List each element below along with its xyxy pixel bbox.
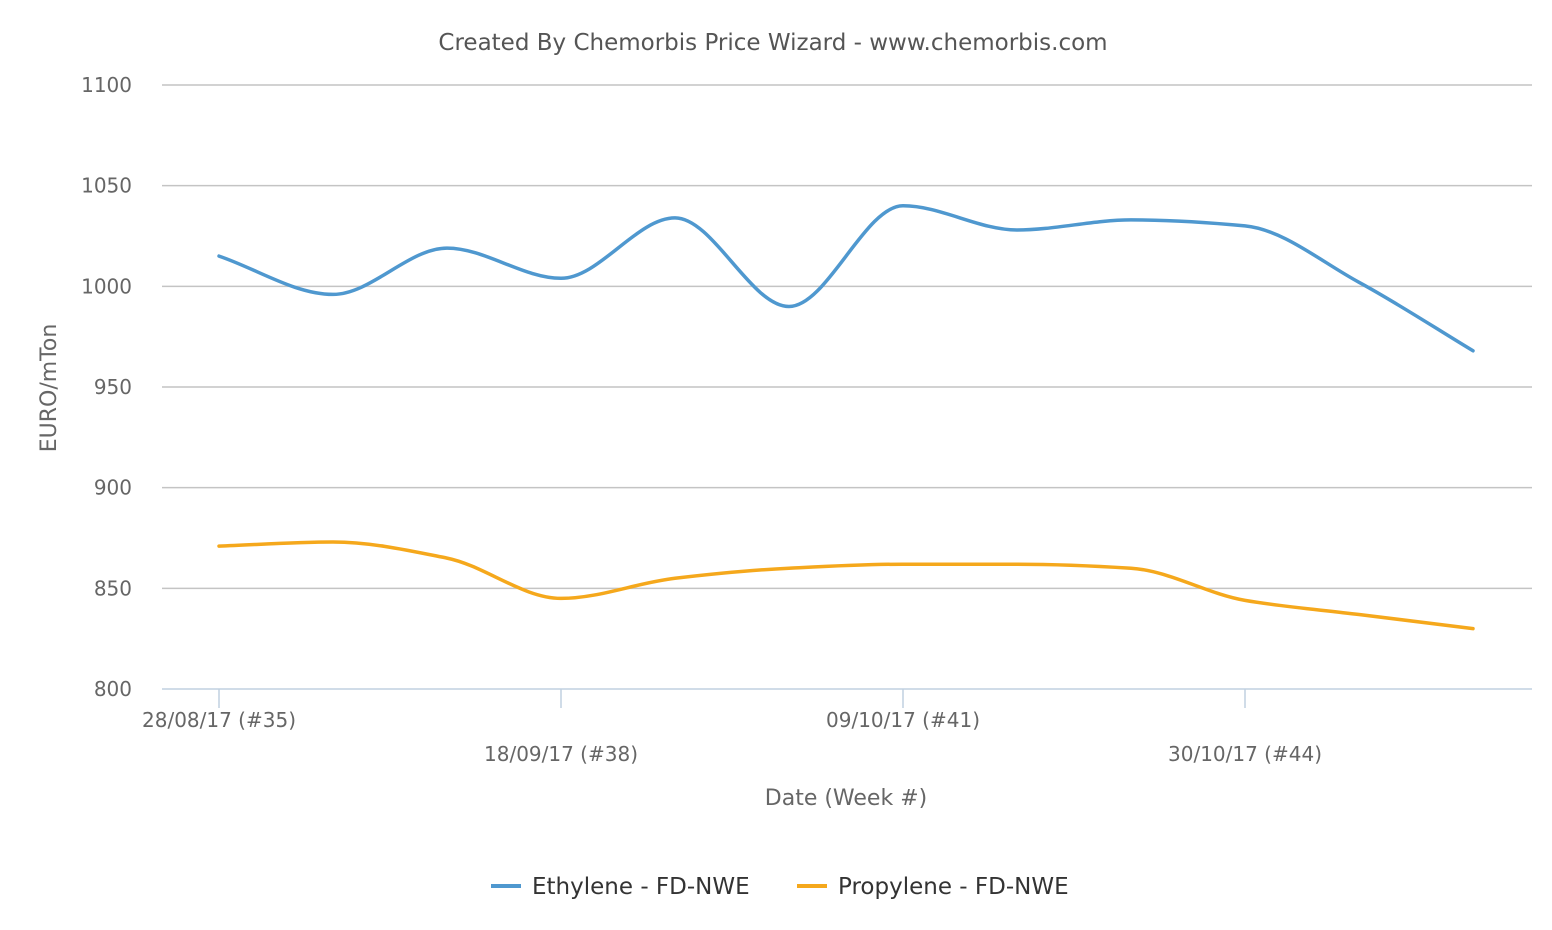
x-tick-label: 18/09/17 (#38) — [484, 742, 638, 766]
legend: Ethylene - FD-NWE Propylene - FD-NWE — [491, 874, 1069, 900]
series-line-1[interactable] — [217, 540, 1475, 631]
legend-item-1[interactable]: Propylene - FD-NWE — [797, 874, 1069, 900]
chart-title: Created By Chemorbis Price Wizard - www.… — [438, 30, 1107, 56]
grid-lines — [162, 84, 1532, 590]
x-tick-label: 28/08/17 (#35) — [142, 708, 296, 732]
y-tick-label: 850 — [94, 576, 132, 600]
x-axis-ticks: 28/08/17 (#35) 18/09/17 (#38) 09/10/17 (#4… — [142, 689, 1322, 766]
y-axis-ticks: 800 850 900 950 1000 1050 1100 — [81, 73, 132, 701]
y-tick-label: 1050 — [81, 174, 132, 198]
y-tick-label: 1100 — [81, 73, 132, 97]
x-tick-label: 09/10/17 (#41) — [826, 708, 980, 732]
legend-label: Ethylene - FD-NWE — [532, 874, 750, 900]
legend-item-0[interactable]: Ethylene - FD-NWE — [491, 874, 750, 900]
x-tick-label: 30/10/17 (#44) — [1168, 742, 1322, 766]
y-tick-label: 900 — [94, 476, 132, 500]
x-axis-title: Date (Week #) — [765, 786, 927, 811]
legend-label: Propylene - FD-NWE — [838, 874, 1069, 900]
y-tick-label: 1000 — [81, 274, 132, 298]
y-axis-title: EURO/mTon — [37, 324, 62, 453]
series-lines — [217, 204, 1475, 631]
series-line-0[interactable] — [217, 204, 1475, 353]
y-tick-label: 800 — [94, 677, 132, 701]
y-tick-label: 950 — [94, 375, 132, 399]
